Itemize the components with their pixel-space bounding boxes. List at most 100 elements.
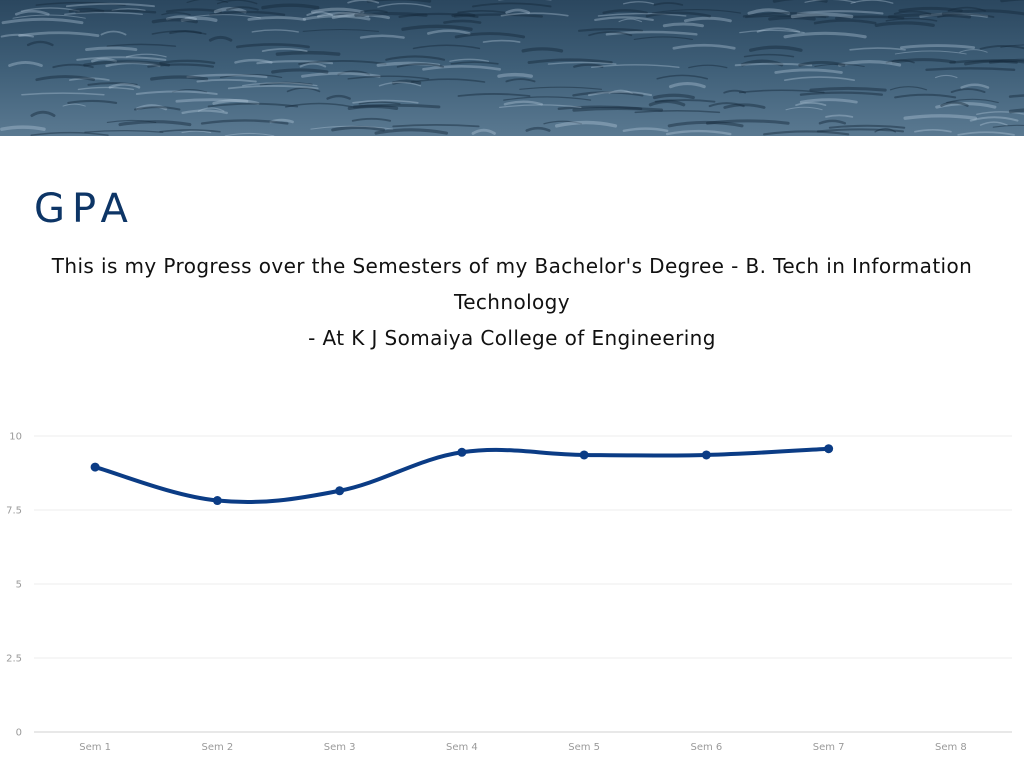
wave-stroke (497, 72, 533, 78)
gpa-data-point (90, 462, 100, 472)
wave-stroke (809, 86, 887, 92)
wave-stroke (828, 124, 906, 129)
wave-stroke (261, 3, 320, 10)
wave-stroke (941, 9, 1024, 16)
wave-stroke (738, 89, 825, 94)
wave-stroke (527, 58, 613, 64)
wave-stroke (352, 99, 419, 104)
wave-stroke (207, 102, 299, 108)
wave-stroke (683, 16, 732, 23)
y-tick-label: 10 (9, 432, 22, 443)
wave-stroke (957, 131, 1015, 136)
wave-stroke (30, 131, 109, 136)
wave-stroke (366, 0, 432, 3)
wave-stroke (785, 106, 823, 111)
wave-stroke (903, 114, 977, 120)
wave-stroke (573, 63, 604, 68)
wave-stroke (271, 68, 329, 74)
wave-stroke (813, 19, 877, 25)
wave-stroke (161, 12, 191, 16)
wave-stroke (454, 32, 526, 39)
wave-stroke (302, 14, 371, 21)
wave-stroke (572, 106, 663, 112)
wave-stroke (482, 39, 521, 43)
wave-stroke (91, 57, 117, 63)
wave-stroke (256, 60, 334, 65)
wave-stroke (175, 98, 249, 103)
wave-stroke (85, 46, 138, 52)
wave-stroke (12, 14, 86, 19)
wave-stroke (914, 128, 952, 133)
wave-stroke (172, 88, 208, 93)
wave-stroke (547, 61, 617, 65)
wave-stroke (472, 2, 552, 8)
wave-stroke (588, 31, 633, 37)
wave-stroke (605, 30, 698, 36)
wave-stroke (100, 30, 127, 36)
wave-stroke (457, 9, 506, 14)
wave-stroke (834, 15, 905, 20)
wave-stroke (68, 77, 110, 81)
wave-stroke (133, 106, 181, 111)
wave-stroke (925, 67, 1016, 72)
y-tick-label: 2.5 (6, 654, 22, 665)
wave-stroke (940, 101, 969, 107)
wave-stroke (979, 45, 1024, 50)
page-title: GPA (34, 186, 135, 232)
wave-stroke (451, 12, 476, 18)
wave-stroke (950, 88, 986, 94)
wave-stroke (898, 6, 963, 13)
wave-stroke (347, 0, 380, 4)
wave-stroke (633, 36, 693, 40)
wave-stroke (118, 120, 192, 127)
wave-stroke (21, 92, 105, 96)
wave-stroke (385, 55, 446, 61)
wave-stroke (234, 58, 273, 64)
wave-stroke (734, 62, 813, 67)
wave-stroke (184, 14, 261, 19)
wave-stroke (814, 63, 865, 68)
wave-stroke (774, 68, 843, 74)
wave-stroke (354, 11, 428, 17)
wave-stroke (591, 64, 680, 69)
wave-stroke (885, 59, 915, 64)
wave-stroke (359, 34, 405, 39)
wave-stroke (740, 59, 784, 67)
wave-stroke (749, 45, 803, 52)
wave-stroke (893, 10, 932, 15)
wave-stroke (398, 12, 479, 18)
wave-stroke (351, 117, 392, 122)
wave-stroke (656, 74, 708, 80)
wave-stroke (519, 86, 603, 90)
wave-stroke (499, 104, 582, 108)
wave-stroke (651, 9, 742, 14)
wave-stroke (306, 11, 334, 17)
wave-stroke (597, 12, 687, 17)
wave-stroke (816, 128, 905, 133)
wave-stroke (798, 61, 846, 67)
wave-stroke (500, 12, 569, 17)
wave-stroke (412, 44, 481, 50)
wave-stroke (976, 111, 1024, 115)
x-tick-label: Sem 8 (935, 742, 967, 753)
wave-stroke (668, 81, 706, 89)
y-tick-label: 7.5 (6, 506, 22, 517)
wave-stroke (654, 99, 716, 103)
wave-stroke (401, 24, 473, 31)
wave-stroke (739, 29, 805, 34)
wave-stroke (449, 58, 489, 62)
wave-stroke (147, 63, 215, 68)
wave-stroke (159, 59, 216, 65)
wave-stroke (77, 86, 135, 91)
wave-stroke (874, 127, 896, 133)
wave-stroke (310, 7, 365, 14)
wave-stroke (84, 129, 164, 133)
wave-stroke (602, 9, 648, 15)
wave-stroke (790, 12, 854, 19)
wave-stroke (391, 79, 422, 85)
wave-stroke (521, 47, 564, 53)
wave-stroke (705, 119, 790, 125)
wave-stroke (960, 83, 990, 89)
wave-stroke (396, 63, 445, 68)
